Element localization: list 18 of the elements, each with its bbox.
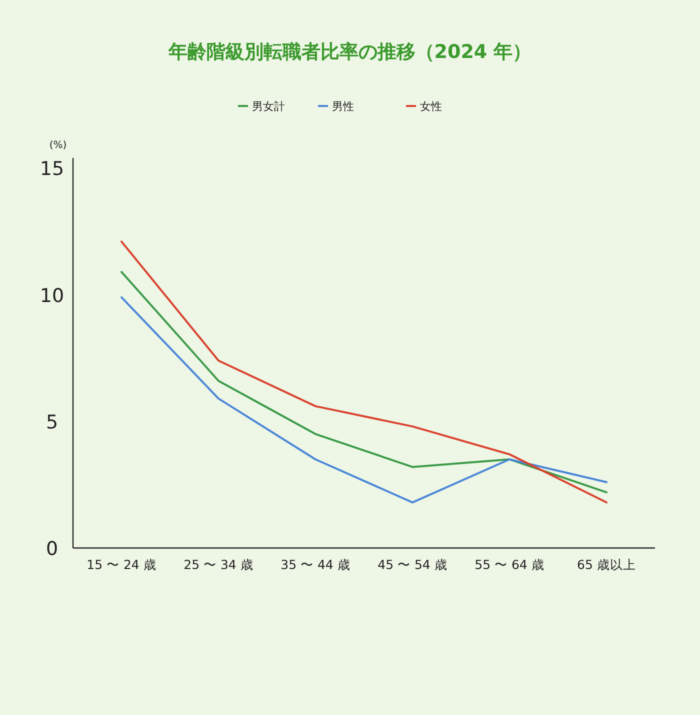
y-tick-label: 5 [46,411,58,434]
x-tick-label: 45 〜 54 歳 [378,557,448,572]
y-tick-label: 15 [40,158,64,180]
legend-label: 男女計 [252,100,285,113]
line-series [120,240,608,504]
x-tick-label: 65 歳以上 [577,557,636,572]
y-axis-title: (%) [49,140,67,151]
y-tick-label: 10 [40,284,64,307]
line-series [120,270,608,494]
x-tick-label: 55 〜 64 歳 [474,557,544,572]
x-tick-label: 25 〜 34 歳 [184,557,254,572]
y-tick-label: 0 [46,538,58,560]
line-series [120,296,608,504]
x-tick-label: 35 〜 44 歳 [280,557,350,572]
legend-label: 女性 [420,100,442,113]
legend-label: 男性 [332,100,354,113]
x-tick-label: 15 〜 24 歳 [86,557,156,572]
chart-title: 年齢階級別転職者比率の推移（2024 年） [167,41,532,63]
